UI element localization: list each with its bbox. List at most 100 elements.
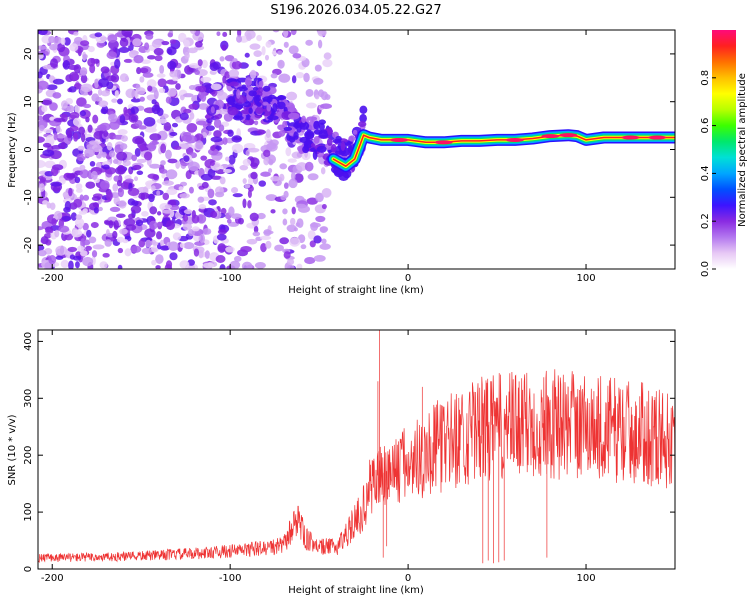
spectrogram-blob bbox=[319, 243, 331, 250]
spectrogram-blob bbox=[68, 260, 74, 269]
spectrogram-blob bbox=[108, 220, 114, 229]
spectrogram-blob bbox=[105, 75, 117, 82]
y-tick-label: 10 bbox=[23, 95, 34, 108]
spectrogram-blob bbox=[56, 43, 66, 53]
spectrogram-blob bbox=[139, 76, 145, 83]
spectrogram-blob bbox=[38, 45, 47, 50]
spectrogram-blob bbox=[267, 115, 279, 121]
spectrogram-blob bbox=[97, 124, 107, 131]
spectrogram-blob bbox=[259, 235, 272, 240]
spectrogram-blob bbox=[304, 161, 314, 172]
spectrogram-blob bbox=[149, 220, 158, 230]
spectrogram-blob bbox=[156, 73, 166, 78]
spectrogram-blob bbox=[38, 244, 45, 252]
spectrogram-blob bbox=[167, 32, 174, 38]
spectrogram-blob bbox=[117, 164, 125, 175]
spectrogram-blob bbox=[148, 193, 155, 203]
x-tick-label: -200 bbox=[41, 573, 64, 584]
spectrogram-blob bbox=[155, 265, 161, 269]
y-tick-label: 400 bbox=[23, 332, 34, 351]
spectrogram-blob bbox=[183, 209, 193, 215]
colorbar-ticks: 0.0 0.2 0.4 0.6 0.8 bbox=[700, 70, 716, 277]
spectrogram-blob bbox=[295, 71, 305, 79]
spectrogram-blob bbox=[277, 59, 285, 69]
spectrogram-blob bbox=[186, 122, 198, 133]
spectrogram-blob bbox=[266, 142, 278, 152]
spectrogram-blob bbox=[73, 132, 79, 142]
spectrogram-blob bbox=[159, 64, 165, 74]
spectrogram-blob bbox=[256, 60, 263, 67]
spectrogram-blob bbox=[109, 206, 121, 212]
spectrogram-blob bbox=[306, 197, 319, 205]
spectrogram-blob bbox=[321, 238, 327, 244]
spectrogram-blob bbox=[305, 131, 313, 137]
spectrogram-blob bbox=[222, 31, 228, 37]
spectrogram-blob bbox=[232, 193, 243, 198]
spectrogram-blob bbox=[246, 32, 252, 42]
spectrogram-blob bbox=[253, 50, 262, 58]
spectrogram-blob bbox=[265, 240, 272, 249]
spectrogram-blob bbox=[256, 34, 262, 42]
spectrogram-blob bbox=[172, 76, 179, 82]
spectrogram-blob bbox=[258, 80, 264, 88]
spectrogram-blob bbox=[41, 105, 48, 113]
spectrogram-blob bbox=[82, 256, 94, 267]
spectrogram-blob bbox=[188, 186, 194, 194]
spectrogram-blob bbox=[285, 147, 292, 157]
spectrogram-blob bbox=[274, 244, 285, 252]
spectrogram-blob bbox=[153, 47, 164, 56]
spectrogram-blob bbox=[50, 181, 63, 187]
spectrogram-blob bbox=[215, 255, 226, 263]
spectrogram-blob bbox=[53, 36, 63, 46]
spectrogram-blob bbox=[53, 210, 63, 220]
spectrogram-blob bbox=[306, 116, 318, 122]
spectrogram-blob bbox=[91, 144, 102, 153]
spectrogram-blob bbox=[42, 200, 49, 205]
spectrogram-blob bbox=[90, 221, 99, 229]
spectrogram-blob bbox=[219, 176, 226, 185]
spectrogram-blob bbox=[91, 196, 101, 201]
ridge-hotspot bbox=[390, 137, 409, 142]
spectrogram-blob bbox=[41, 99, 52, 105]
spectrogram-blob bbox=[265, 194, 278, 201]
spectrogram-blob bbox=[287, 158, 297, 163]
spectrogram-blob bbox=[301, 115, 307, 124]
spectrogram-blob bbox=[291, 171, 296, 181]
spectrogram-blob bbox=[125, 88, 136, 99]
ridge-hotspot bbox=[505, 137, 524, 142]
spectrogram-blob bbox=[279, 173, 285, 182]
spectrogram-blob bbox=[184, 51, 190, 60]
y-tick-label: 0 bbox=[23, 566, 34, 572]
spectrogram-blob bbox=[127, 187, 140, 197]
spectrogram-blob bbox=[123, 218, 136, 227]
spectrogram-blob bbox=[217, 229, 227, 235]
spectrogram-blob bbox=[134, 147, 141, 157]
spectrogram-blob bbox=[136, 87, 146, 95]
spectrogram-blob bbox=[299, 121, 310, 130]
spectrogram-blob bbox=[150, 245, 159, 253]
spectrogram-blob bbox=[240, 245, 252, 253]
spectrogram-blob bbox=[106, 142, 113, 151]
spectrogram-blob bbox=[213, 130, 222, 138]
spectrogram-blob bbox=[210, 83, 222, 91]
spectrogram-blob bbox=[67, 246, 78, 253]
spectrogram-blob bbox=[193, 248, 200, 257]
spectrogram-blob bbox=[206, 118, 213, 124]
spectrogram-blob bbox=[272, 102, 278, 113]
spectrogram-blob bbox=[165, 149, 172, 160]
spectrogram-blob bbox=[157, 78, 167, 88]
spectrogram-blob bbox=[194, 133, 204, 143]
spectrogram-blob bbox=[359, 105, 368, 114]
spectrogram-blob bbox=[142, 72, 154, 78]
spectrogram-blob bbox=[225, 156, 230, 162]
spectrogram-blob bbox=[97, 88, 103, 96]
spectrogram-blob bbox=[139, 144, 146, 152]
spectrogram-blob bbox=[189, 112, 195, 120]
spectrogram-blob bbox=[279, 163, 288, 170]
spectrogram-blob bbox=[304, 256, 316, 265]
spectrogram-blob bbox=[271, 50, 278, 56]
spectrogram-blob bbox=[340, 141, 346, 152]
spectrogram-blob bbox=[155, 231, 163, 240]
spectrogram-blob bbox=[94, 78, 99, 89]
spectrogram-blob bbox=[55, 134, 67, 139]
